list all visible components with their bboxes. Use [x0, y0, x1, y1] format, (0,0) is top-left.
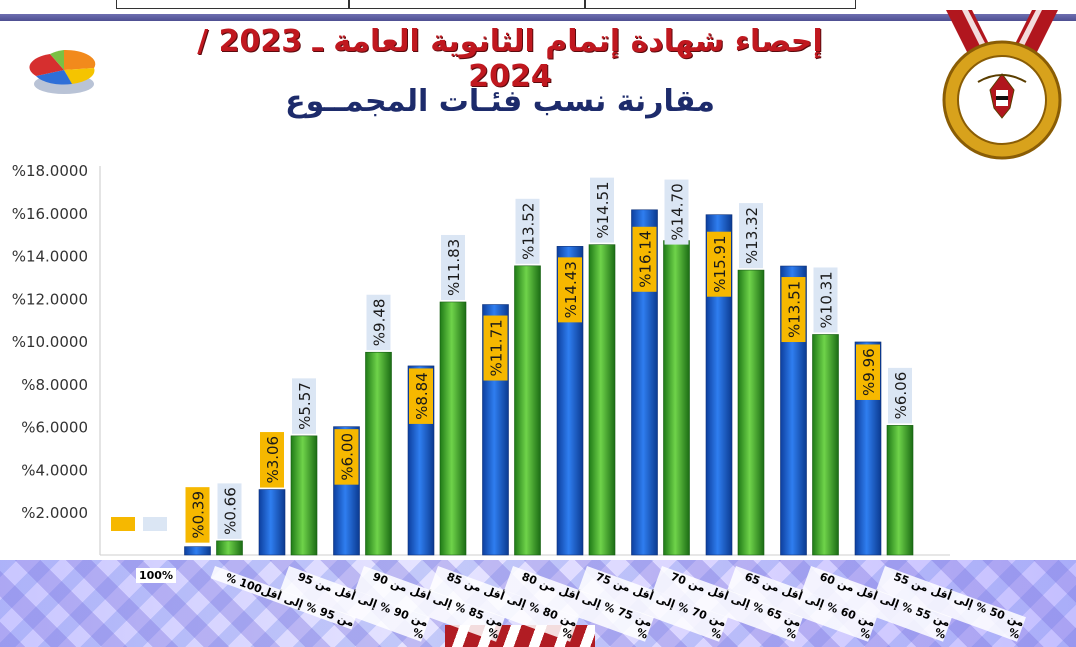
chart-title: إحصاء شهادة إتمام الثانوية العامة ـ 2023…: [197, 24, 823, 94]
data-label-2023: %6.00: [334, 429, 359, 485]
top-strip: [0, 0, 1076, 22]
data-label-2024-bg: [888, 367, 912, 424]
data-label-2023: [111, 517, 135, 531]
chart-subtitle: مقارنة نسب فئـات المجمــوع: [285, 84, 715, 119]
data-label-2024-bg: [664, 179, 689, 245]
data-label-2023-bg: [632, 226, 657, 292]
top-rule: [0, 14, 1076, 21]
y-tick-label: %14.0000: [12, 248, 88, 266]
data-label-2023-text: %8.84: [413, 372, 431, 420]
bar-2024: [812, 334, 839, 556]
y-tick-label: %12.0000: [12, 290, 88, 308]
data-label-2023-text: %3.06: [264, 436, 282, 484]
y-tick-label: %8.0000: [21, 376, 88, 394]
data-label-2023: %13.51: [781, 277, 806, 343]
data-label-2024: %0.66: [217, 483, 242, 539]
y-tick-label: %4.0000: [21, 461, 88, 479]
data-label-2024: %10.31: [813, 267, 838, 333]
data-label-2023-text: %15.91: [711, 235, 729, 292]
data-label-2023-text: %16.14: [637, 231, 655, 288]
data-label-2023-bg: [558, 257, 582, 323]
data-label-2024-bg: [366, 294, 391, 351]
data-label-2023-text: %14.43: [562, 261, 580, 318]
top-table-cell: [348, 0, 586, 9]
data-label-2024: %9.48: [366, 294, 391, 351]
data-label-2024-text: %13.52: [520, 203, 538, 260]
top-table-cell: [584, 0, 856, 9]
data-label-2023-bg: [781, 277, 806, 343]
data-label-2023-text: %11.71: [488, 319, 506, 376]
data-label-2024: %14.51: [590, 177, 614, 243]
data-label-2023-text: %13.51: [786, 281, 804, 338]
bar-2024: [737, 269, 765, 556]
data-label-2024-text: %0.66: [222, 487, 240, 535]
data-label-2023: %9.96: [856, 344, 880, 400]
data-label-2024-bg: [292, 378, 316, 434]
bar-2024: [365, 351, 392, 556]
data-label-2024-text: %14.70: [669, 183, 687, 240]
data-label-2023-text: %9.96: [860, 348, 878, 396]
bar-2024: [216, 540, 243, 556]
data-label-2023: %8.84: [409, 368, 433, 424]
data-label-2023: %14.43: [558, 257, 582, 323]
data-label-2023: %15.91: [707, 231, 731, 297]
data-label-2024-bg: [515, 198, 540, 264]
pie-chart-icon: [29, 49, 96, 94]
data-label-2023-text: %0.39: [190, 491, 208, 539]
data-label-2024-text: %9.48: [371, 299, 389, 347]
data-label-2024-text: %10.31: [818, 271, 836, 328]
bar-2024: [439, 301, 467, 556]
y-tick-label: %6.0000: [21, 419, 88, 437]
bar-2024: [886, 425, 914, 556]
x-tick-label: 100%: [136, 568, 176, 583]
bar-2024: [588, 244, 616, 556]
data-label-2024-text: %13.32: [743, 207, 761, 264]
bar-2024: [514, 265, 541, 556]
data-label-2024-text: %14.51: [594, 181, 612, 238]
bar-2024: [663, 240, 690, 556]
data-label-2023-bg: [334, 429, 359, 485]
data-label-2024-bg: [590, 177, 614, 243]
y-tick-label: %18.0000: [12, 162, 88, 180]
data-label-2023: %3.06: [260, 432, 284, 488]
data-label-2024: %13.32: [739, 203, 763, 269]
data-label-2024-text: %5.57: [296, 382, 314, 430]
data-label-2023: %16.14: [632, 226, 657, 292]
y-tick-label: %16.0000: [12, 205, 88, 223]
data-label-2023-bg: [185, 487, 210, 543]
bar-2024: [290, 435, 318, 556]
data-label-2024: %13.52: [515, 198, 540, 264]
data-label-2024: %14.70: [664, 179, 689, 245]
data-label-2024: %5.57: [292, 378, 316, 434]
data-label-2024-text: %6.06: [892, 372, 910, 420]
data-label-2024-text: %11.83: [445, 239, 463, 296]
data-label-2023: %0.39: [185, 487, 210, 543]
data-label-2023-bg: [707, 231, 731, 297]
data-label-2024: [143, 517, 167, 531]
data-label-2024: %11.83: [441, 234, 465, 300]
ministry-logo: [942, 10, 1062, 160]
bar-chart: %2.0000 %4.0000 %6.0000 %8.0000 %10.0000 %12.…: [12, 162, 950, 556]
data-label-2023-bg: [483, 315, 508, 381]
data-label-2023-bg: [260, 432, 284, 488]
data-label-2024-bg: [813, 267, 838, 333]
data-label-2023-bg: [111, 517, 135, 531]
data-label-2024-bg: [143, 517, 167, 531]
bar-2023: [258, 489, 286, 556]
bar-2023: [184, 546, 211, 556]
data-label-2024-bg: [739, 203, 763, 269]
data-label-2023: %11.71: [483, 315, 508, 381]
data-label-2023-text: %6.00: [339, 433, 357, 481]
y-tick-label: %2.0000: [21, 504, 88, 522]
top-table-cell: [116, 0, 350, 9]
data-label-2024: %6.06: [888, 367, 912, 424]
data-label-2023-bg: [409, 368, 433, 424]
data-label-2024-bg: [217, 483, 242, 539]
data-label-2024-bg: [441, 234, 465, 300]
data-label-2023-bg: [856, 344, 880, 400]
y-tick-label: %10.0000: [12, 333, 88, 351]
